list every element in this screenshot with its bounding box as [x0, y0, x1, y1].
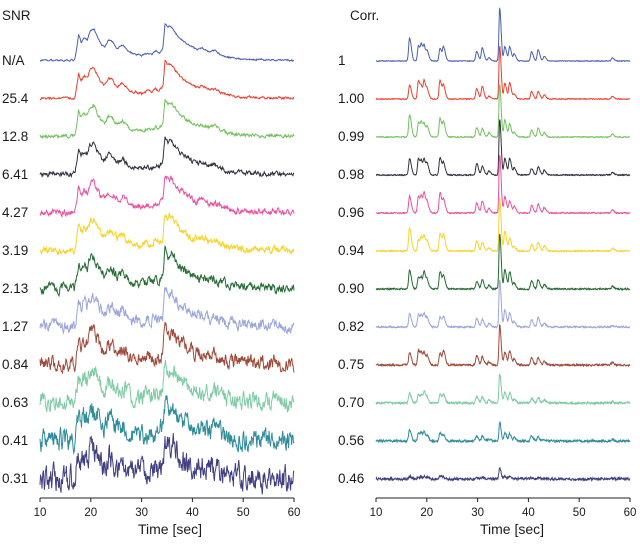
row-label: 0.46 [338, 471, 364, 486]
corr-x-axis: 10 20 30 40 50 60 [370, 497, 637, 519]
row-label: 0.98 [338, 167, 364, 182]
axis-tick-label: 10 [370, 507, 383, 519]
corr-trace [375, 323, 631, 368]
row-label: 0.94 [338, 243, 365, 258]
corr-trace [375, 421, 631, 444]
snr-x-axis: 10 20 30 40 50 60 [34, 497, 301, 519]
axis-tick-label: 30 [135, 507, 148, 519]
row-label: 4.27 [2, 205, 28, 220]
row-label: 0.56 [338, 433, 364, 448]
row-label: 1 [338, 53, 346, 68]
corr-row-labels: 1 1.00 0.99 0.98 0.96 0.94 0.90 0.82 0.75 0.70 0.5… [338, 53, 365, 486]
snr-trace [39, 175, 295, 218]
row-label: 6.41 [2, 167, 28, 182]
corr-trace [375, 46, 631, 101]
axis-tick-label: 60 [288, 507, 301, 519]
corr-trace [375, 196, 631, 253]
row-label: 0.99 [338, 129, 364, 144]
row-label: 0.63 [2, 395, 28, 410]
row-label: 0.70 [338, 395, 364, 410]
row-label: 0.84 [2, 357, 29, 372]
row-label: 0.90 [338, 281, 364, 296]
snr-xaxis-label: Time [sec] [138, 521, 202, 537]
snr-trace [39, 359, 295, 413]
row-label: 0.96 [338, 205, 364, 220]
row-label: 0.41 [2, 433, 28, 448]
snr-trace [39, 245, 295, 298]
row-label: 12.8 [2, 129, 28, 144]
corr-trace [375, 466, 631, 483]
corr-trace [375, 279, 631, 330]
snr-row-labels: N/A 25.4 12.8 6.41 4.27 3.19 2.13 1.27 0.84 0.63 0… [2, 53, 29, 486]
axis-tick-label: 40 [186, 507, 199, 519]
row-label: 0.75 [338, 357, 364, 372]
corr-trace [375, 373, 631, 406]
snr-trace [39, 212, 295, 256]
row-label: 0.31 [2, 471, 28, 486]
axis-tick-label: 10 [34, 507, 47, 519]
snr-trace [39, 395, 295, 455]
axis-tick-label: 50 [573, 507, 586, 519]
snr-trace [39, 99, 295, 140]
row-label: 25.4 [2, 91, 29, 106]
snr-trace [39, 23, 295, 62]
axis-tick-label: 60 [624, 507, 637, 519]
row-label: 2.13 [2, 281, 28, 296]
corr-trace [375, 7, 631, 63]
axis-tick-label: 20 [84, 507, 97, 519]
snr-panel-title: SNR [2, 8, 31, 23]
snr-trace [39, 136, 295, 179]
corr-trace [375, 84, 631, 139]
snr-trace [39, 59, 295, 101]
corr-trace [375, 119, 631, 177]
axis-tick-label: 30 [471, 507, 484, 519]
corr-trace [375, 233, 631, 292]
row-label: 1.00 [338, 91, 364, 106]
snr-trace [39, 321, 295, 374]
corr-traces-group [375, 7, 631, 483]
axis-tick-label: 40 [522, 507, 535, 519]
corr-xaxis-label: Time [sec] [480, 521, 544, 537]
snr-trace [39, 286, 295, 335]
corr-trace [375, 155, 631, 215]
row-label: N/A [2, 53, 25, 68]
row-label: 1.27 [2, 319, 28, 334]
corr-panel-title: Corr. [350, 8, 379, 23]
axis-tick-label: 50 [237, 507, 250, 519]
snr-trace [39, 433, 295, 495]
row-label: 3.19 [2, 243, 28, 258]
snr-traces-group [39, 23, 295, 495]
axis-tick-label: 20 [420, 507, 433, 519]
row-label: 0.82 [338, 319, 364, 334]
